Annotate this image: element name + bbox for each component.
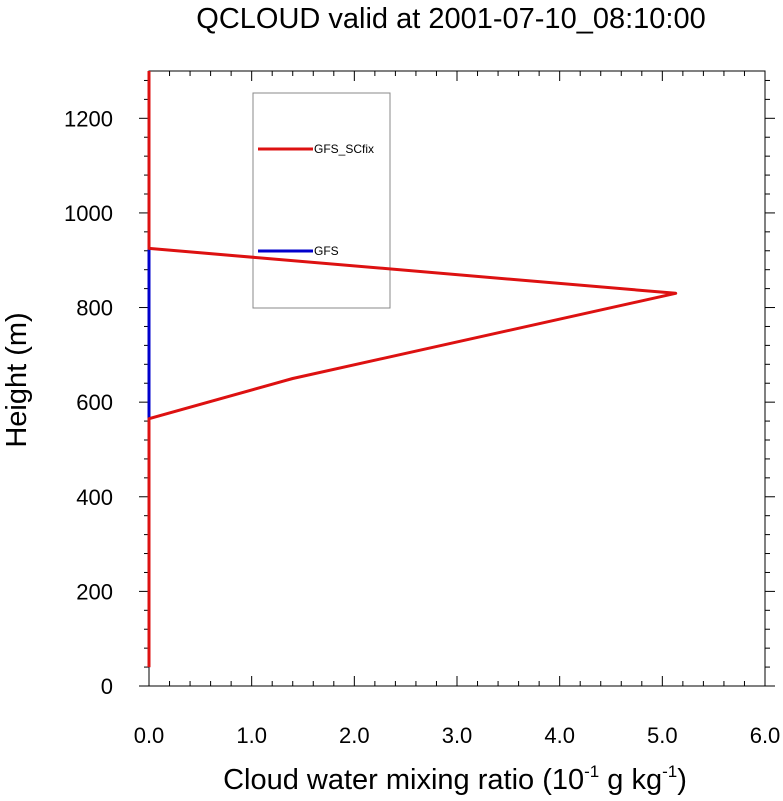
y-tick-label: 1200 <box>64 106 113 131</box>
data-series <box>147 71 678 668</box>
y-tick-label: 400 <box>76 485 113 510</box>
x-axis-label-mid: g kg <box>599 764 662 796</box>
x-tick-label: 0.0 <box>134 723 165 748</box>
x-axis-label-main: Cloud water mixing ratio (10 <box>223 764 584 796</box>
legend-box <box>252 92 391 309</box>
x-axis-label-sup1: -1 <box>584 762 599 781</box>
x-axis-label-sup2: -1 <box>662 762 677 781</box>
y-tick-label: 600 <box>76 390 113 415</box>
x-axis-label: Cloud water mixing ratio (10-1 g kg-1) <box>223 762 687 796</box>
x-tick-label: 5.0 <box>647 723 678 748</box>
y-tick-labels: 0 200 400 600 800 1000 1200 <box>64 106 113 699</box>
plot-frame <box>148 70 766 687</box>
legend-label-gfs: GFS <box>314 244 339 258</box>
legend-label-gfs-scfix: GFS_SCfix <box>314 142 374 156</box>
x-tick-label: 4.0 <box>544 723 575 748</box>
y-tick-label: 0 <box>101 674 113 699</box>
x-tick-labels: 0.0 1.0 2.0 3.0 4.0 5.0 6.0 <box>134 723 781 748</box>
x-tick-label: 1.0 <box>236 723 267 748</box>
plot-area <box>148 70 766 687</box>
series-line-gfs-scfix <box>147 71 678 668</box>
x-tick-label: 3.0 <box>442 723 473 748</box>
y-tick-label: 1000 <box>64 201 113 226</box>
y-tick-label: 800 <box>76 296 113 321</box>
legend: GFS_SCfix GFS <box>252 92 391 309</box>
x-axis-label-end: ) <box>677 764 687 796</box>
y-tick-label: 200 <box>76 579 113 604</box>
y-axis-label: Height (m) <box>1 312 33 447</box>
chart-title: QCLOUD valid at 2001-07-10_08:10:00 <box>196 3 705 35</box>
x-tick-label: 2.0 <box>339 723 370 748</box>
x-tick-label: 6.0 <box>750 723 781 748</box>
axis-ticks <box>139 71 775 687</box>
